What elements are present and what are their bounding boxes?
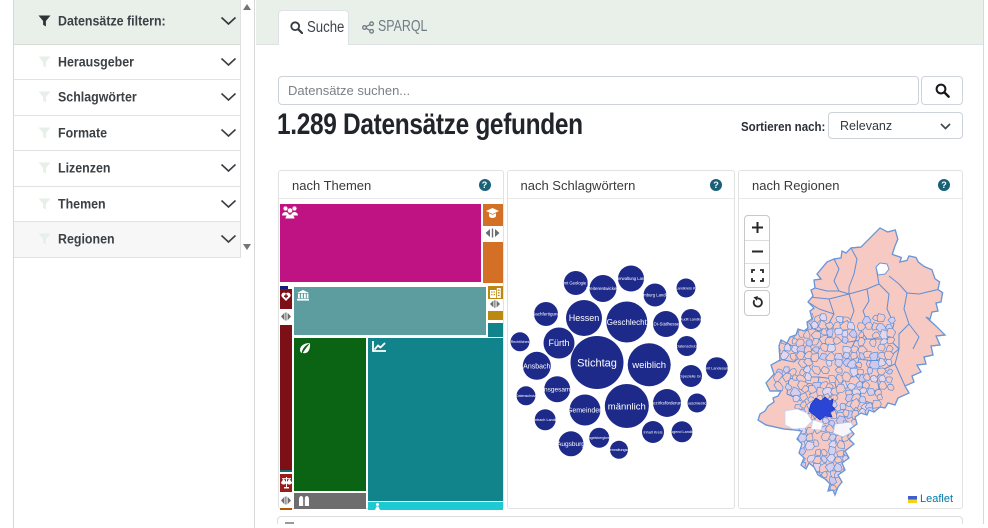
- svg-text:Nachfertigung: Nachfertigung: [531, 312, 560, 317]
- svg-text:Stichtag: Stichtag: [577, 357, 617, 369]
- svg-text:Verwaltung Land: Verwaltung Land: [615, 276, 647, 281]
- svg-text:Amt Landesamt: Amt Landesamt: [703, 367, 731, 371]
- svg-text:Bezirksförderung: Bezirksförderung: [649, 401, 684, 406]
- svg-text:Gemeinden: Gemeinden: [566, 407, 602, 414]
- svg-text:Datenschutz: Datenschutz: [516, 394, 536, 398]
- svg-text:Spezielle Gr.: Spezielle Gr.: [680, 374, 702, 378]
- svg-text:Limburg Landkr.: Limburg Landkr.: [639, 292, 669, 297]
- svg-text:Landkreis K.: Landkreis K.: [675, 286, 696, 290]
- svg-text:Fürth: Fürth: [548, 338, 569, 348]
- svg-text:Insgesamt: Insgesamt: [542, 386, 572, 393]
- svg-text:Hessen: Hessen: [568, 313, 599, 323]
- svg-text:Audit Landkr.: Audit Landkr.: [679, 317, 701, 321]
- svg-text:ausschließlich: ausschließlich: [685, 401, 708, 405]
- svg-text:Amt Geologie L.: Amt Geologie L.: [560, 280, 590, 285]
- svg-text:Jugend Landkr.: Jugend Landkr.: [669, 430, 695, 434]
- svg-text:Augsburg: Augsburg: [557, 441, 585, 448]
- svg-text:Ansbach: Ansbach: [523, 363, 550, 370]
- svg-text:GDI-Südhessen: GDI-Südhessen: [649, 322, 682, 327]
- svg-text:Vogelsbergkreis: Vogelsbergkreis: [586, 436, 612, 440]
- svg-text:Verwaltungsd.: Verwaltungsd.: [607, 448, 630, 452]
- svg-text:Rechtliches: Rechtliches: [510, 340, 529, 344]
- svg-text:Inhalt Kreis: Inhalt Kreis: [643, 430, 662, 434]
- svg-text:weiblich: weiblich: [631, 360, 666, 371]
- svg-text:Ambach Landkr.: Ambach Landkr.: [531, 418, 558, 422]
- svg-text:Datenschutz: Datenschutz: [676, 344, 697, 348]
- svg-text:männlich: männlich: [607, 401, 645, 412]
- svg-text:Weiterentwickeln: Weiterentwickeln: [586, 286, 620, 291]
- svg-text:Geschlecht: Geschlecht: [606, 318, 647, 327]
